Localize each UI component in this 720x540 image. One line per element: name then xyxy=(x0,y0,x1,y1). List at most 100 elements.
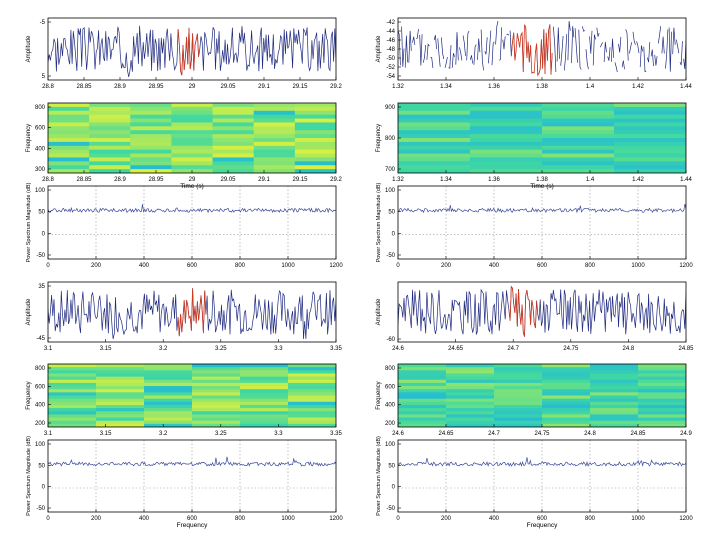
spectrogram-cell xyxy=(470,153,543,159)
spectrogram-cell xyxy=(542,423,591,427)
x-tick-label: 0 xyxy=(396,516,400,522)
x-tick-label: 29.15 xyxy=(292,177,308,183)
x-tick-label: 800 xyxy=(585,263,596,269)
spectrogram-cell xyxy=(398,411,447,415)
spectrogram-cell xyxy=(288,404,336,409)
y-axis-label: Amplitude xyxy=(376,35,382,62)
y-tick-label: -50 xyxy=(36,253,45,259)
spectrogram-cell xyxy=(240,404,289,409)
spectrogram-cell xyxy=(638,411,686,415)
spectrogram-cell xyxy=(240,373,289,378)
spectrogram-cell xyxy=(398,134,471,139)
spectrogram-cell xyxy=(48,103,90,108)
spectrogram-cell xyxy=(446,411,495,415)
spectrogram-cell xyxy=(253,118,296,124)
spectrogram-cell xyxy=(542,414,591,419)
spectrogram-cell xyxy=(89,122,131,127)
x-tick-label: 3.35 xyxy=(330,431,342,437)
spectrogram-cell xyxy=(542,373,591,378)
plot-area xyxy=(398,364,686,427)
spectrogram-cell xyxy=(89,110,131,116)
signal-segment xyxy=(412,36,416,45)
spectrogram-cell xyxy=(614,153,686,159)
spectrogram-cell xyxy=(590,395,639,400)
spectrogram-cell xyxy=(542,398,591,403)
spectrogram-cell xyxy=(542,417,591,422)
spectrogram-cell xyxy=(96,417,145,422)
x-tick-label: 1.38 xyxy=(536,177,548,183)
x-tick-label: 3.25 xyxy=(215,346,227,352)
chart-bottom-left-spectrogram: 3.1 3.15 3.2 3.25 3.3 3.35 800 600 400 200 Frequen… xyxy=(26,363,342,437)
signal-segment xyxy=(600,42,604,48)
spectrogram-cell xyxy=(470,169,543,173)
spectrogram-cell xyxy=(240,420,289,425)
spectrogram-cell xyxy=(398,157,471,162)
y-tick-label: 700 xyxy=(385,167,396,173)
x-tick-label: 1.32 xyxy=(392,177,404,183)
spectrogram-cell xyxy=(494,408,543,412)
x-tick-label: 3.2 xyxy=(159,431,168,437)
signal-trace xyxy=(398,204,686,214)
y-tick-label: 900 xyxy=(385,105,396,111)
spectrogram-cell xyxy=(470,145,543,151)
plot-area xyxy=(48,288,336,340)
signal-segment xyxy=(592,34,596,66)
spectrogram-cell xyxy=(48,401,97,406)
chart-bottom-right-amplitude: 24.6 24.65 24.7 24.75 24.8 24.85 -60 Amplitude xyxy=(376,281,694,352)
spectrogram-cell xyxy=(614,103,686,108)
signal-segment xyxy=(632,31,636,46)
spectrogram-cell xyxy=(253,134,296,139)
spectrogram-cell xyxy=(240,408,289,412)
spectrogram-cell xyxy=(240,379,289,384)
x-tick-label: 200 xyxy=(441,516,452,522)
spectrogram-cell xyxy=(192,417,241,422)
spectrogram-cell xyxy=(398,382,447,387)
spectrogram-cell xyxy=(398,404,447,409)
spectrogram-cell xyxy=(398,389,447,393)
spectrogram-cell xyxy=(614,110,686,116)
spectrogram-cell xyxy=(398,118,471,124)
spectrogram-cell xyxy=(398,153,471,159)
spectrogram-cell xyxy=(192,373,241,378)
y-tick-label: 300 xyxy=(35,167,46,173)
spectrogram-cell xyxy=(144,389,193,393)
signal-segment xyxy=(433,35,437,50)
spectrogram-cell xyxy=(192,376,241,381)
x-tick-label: 28.95 xyxy=(148,84,164,90)
spectrogram-cell xyxy=(446,386,495,390)
spectrogram-cell xyxy=(48,165,90,170)
spectrogram-cell xyxy=(542,118,615,124)
spectrogram-cell xyxy=(96,401,145,406)
chart-top-left-amplitude: 28.8 28.85 28.9 28.95 29 29.05 29.1 29.15 29.2 -5… xyxy=(26,17,342,90)
y-tick-label: 800 xyxy=(385,366,396,372)
plot-inner xyxy=(48,25,336,77)
signal-segment xyxy=(488,30,492,64)
spectrogram-cell xyxy=(638,389,686,393)
plot-inner xyxy=(398,21,686,77)
spectrogram-cell xyxy=(288,370,336,375)
x-tick-label: 24.65 xyxy=(438,431,454,437)
y-tick-label: -50 xyxy=(386,56,395,62)
spectrogram-cell xyxy=(48,382,97,387)
spectrogram-cell xyxy=(171,134,214,139)
spectrogram-cell xyxy=(542,386,591,390)
x-tick-label: 1.38 xyxy=(536,84,548,90)
spectrogram-cell xyxy=(638,395,686,400)
spectrogram-cell xyxy=(542,138,615,143)
spectrogram-cell xyxy=(398,423,447,427)
spectrogram-cell xyxy=(192,386,241,390)
spectrogram-cell xyxy=(398,138,471,143)
signal-segment xyxy=(567,21,571,61)
plot-area xyxy=(48,25,336,77)
spectrogram-cell xyxy=(144,414,193,419)
x-tick-label: 1.34 xyxy=(440,177,452,183)
spectrogram-cell xyxy=(494,417,543,422)
plot-area xyxy=(48,103,336,173)
spectrogram-cell xyxy=(253,165,296,170)
signal-segment xyxy=(657,26,662,44)
spectrogram-cell xyxy=(446,392,495,397)
x-tick-label: 800 xyxy=(235,263,246,269)
spectrogram-cell xyxy=(130,134,173,139)
